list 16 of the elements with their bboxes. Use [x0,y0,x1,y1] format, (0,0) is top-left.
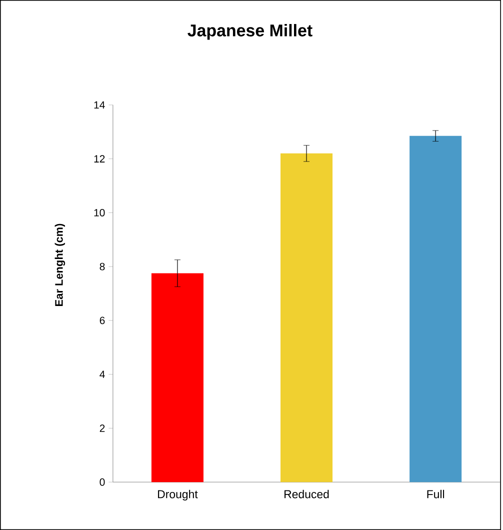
chart-title: Japanese Millet [187,24,312,40]
y-tick-label: 6 [100,316,105,324]
bar [280,153,332,482]
bar [151,273,204,482]
x-tick-label: Reduced [284,490,328,498]
x-tick-label: Full [427,490,444,498]
y-tick-label: 14 [94,101,105,109]
y-tick-label: 4 [99,370,105,378]
y-tick-label: 8 [100,262,105,270]
x-tick-label: Drought [158,490,198,501]
bar [409,136,462,482]
y-tick-label: 2 [100,424,104,432]
y-tick-label: 10 [94,208,105,216]
y-tick-label: 0 [100,478,105,486]
y-axis-title: Ear Lenght (cm) [54,224,65,306]
y-tick-label: 12 [94,155,104,162]
